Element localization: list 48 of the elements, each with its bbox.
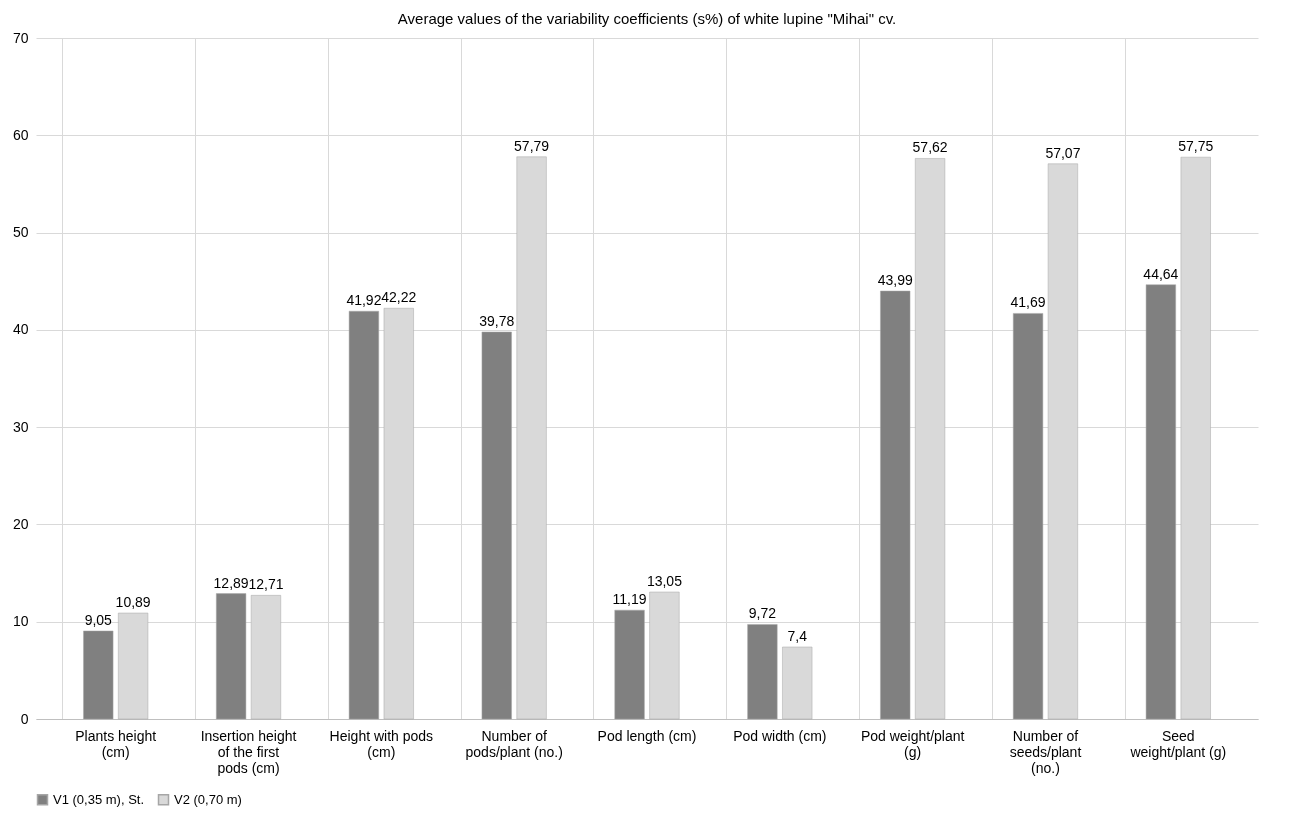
y-tick-label: 0 [20,710,29,727]
data-label: 44,64 [1143,265,1179,282]
x-tick-label: Plants height (cm) [75,727,157,760]
bar [1013,313,1044,720]
data-label: 43,99 [877,272,913,289]
data-label: 41,92 [346,292,382,309]
x-tick-label: Number of pods/plant (no.) [465,727,563,760]
bar [614,609,645,720]
data-label: 39,78 [479,313,515,329]
chart-title: Average values of the variability coefficients (s%) of white lupine "Mihai" cv. [397,10,897,27]
data-label: 57,62 [912,139,948,156]
bar [1145,284,1176,720]
data-label: 13,05 [646,573,683,590]
legend-label: V1 (0,35 m), St. [53,791,145,807]
y-tick-label: 30 [12,418,29,435]
y-tick-label: 20 [12,515,29,532]
bar [348,310,379,720]
data-label: 9,72 [748,605,777,622]
data-label: 12,89 [213,574,249,591]
x-tick-label: Number of seeds/plant (no.) [1009,727,1082,776]
x-tick-label: Pod width (cm) [733,727,827,744]
x-tick-label: Height with pods (cm) [329,727,434,760]
y-tick-label: 70 [12,29,29,46]
data-label: 9,05 [84,611,113,628]
x-tick-label: Pod length (cm) [597,727,697,744]
legend-label: V2 (0,70 m) [174,791,242,807]
data-label: 41,69 [1010,294,1046,311]
data-label: 57,79 [514,137,550,154]
y-tick-label: 60 [12,126,29,143]
data-label: 57,75 [1178,138,1214,155]
bar [747,624,778,720]
y-tick-label: 10 [12,613,29,630]
bar [83,630,114,720]
data-label: 7,4 [787,628,808,645]
y-tick-label: 50 [12,224,29,241]
data-label: 10,89 [115,594,151,611]
bar [880,290,911,720]
y-tick-label: 40 [12,321,29,338]
bar [782,646,813,720]
data-label: 11,19 [612,591,647,608]
bar [481,331,512,720]
bar [216,593,247,720]
x-tick-label: Seed weight/plant (g) [1129,727,1227,760]
x-tick-label: Insertion height of the first pods (cm) [200,727,297,776]
data-label: 42,22 [381,289,417,306]
data-label: 12,71 [248,576,284,593]
x-tick-label: Pod weight/plant (g) [860,727,965,760]
data-label: 57,07 [1045,144,1081,161]
